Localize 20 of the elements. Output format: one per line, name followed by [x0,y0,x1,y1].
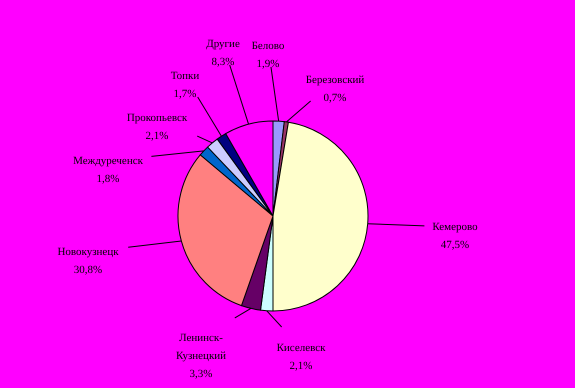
data-label: 0,7% [324,92,346,104]
slice-label: Белово [252,40,285,52]
slice-label: Новокузнецк [57,246,120,258]
data-label: 8,3% [212,56,234,68]
slice-label: Киселевск [276,342,326,354]
slice-label: Междуреченск [73,155,144,167]
slice-label: Другие [206,38,240,50]
data-label: 2,1% [146,130,168,142]
data-label: 30,8% [74,264,102,276]
data-label: 3,3% [190,368,212,380]
data-label: 1,7% [174,88,196,100]
slice-label: Березовский [306,74,364,86]
slice-label: Топки [170,70,200,82]
data-label: 47,5% [440,239,470,251]
slice-label: Прокопьевск [126,112,188,124]
data-label: 1,8% [96,173,120,185]
data-label: 2,1% [290,360,312,372]
data-label: 1,9% [256,58,280,70]
slice-label: Ленинск-Кузнецкий [176,332,226,362]
slice-label: Кемерово [432,221,478,233]
